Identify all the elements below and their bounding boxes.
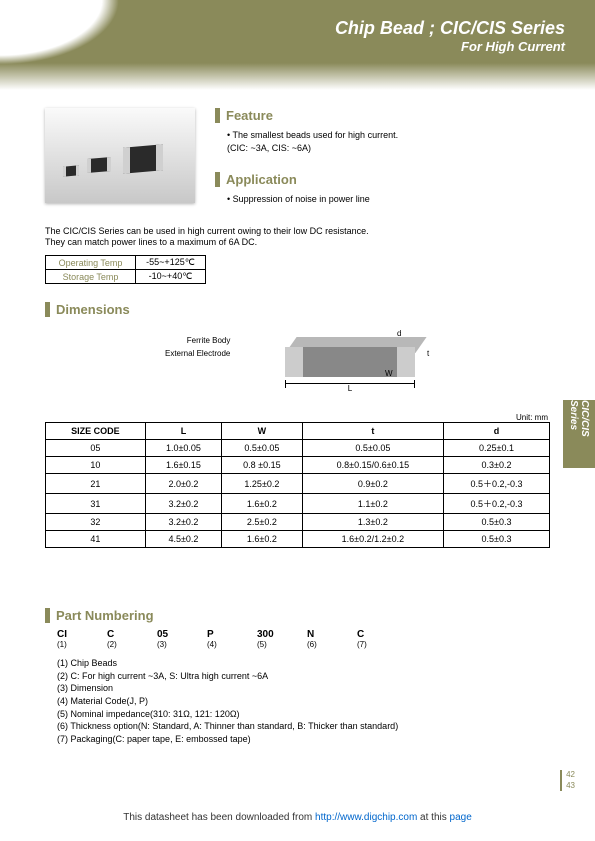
header-subtitle: For High Current [0,39,565,54]
page-content: Feature • The smallest beads used for hi… [0,108,595,745]
unit-label: Unit: mm [45,413,548,422]
footer-link-domain[interactable]: http://www.digchip.com [315,812,417,823]
table-header-row: SIZE CODE L W t d [46,423,550,440]
table-row: 101.6±0.150.8 ±0.150.8±0.15/0.6±0.150.3±… [46,457,550,474]
partnum-legend: (1) Chip Beads (2) C: For high current ~… [45,657,550,745]
dimensions-heading: Dimensions [45,302,550,317]
table-row: 051.0±0.050.5±0.050.5±0.050.25±0.1 [46,440,550,457]
dimensions-table: SIZE CODE L W t d 051.0±0.050.5±0.050.5±… [45,422,550,548]
footer-link-page[interactable]: page [450,812,472,823]
photo-feature-row: Feature • The smallest beads used for hi… [45,108,550,206]
dim-label-W: W [385,369,393,378]
table-row: 212.0±0.21.25±0.20.9±0.20.5＋0.2,-0.3 [46,474,550,494]
header-title: Chip Bead ; CIC/CIS Series [0,18,565,39]
application-heading: Application [215,172,550,187]
chip-diagram: Ferrite Body External Electrode L W d t [45,327,550,407]
feature-heading: Feature [215,108,550,123]
partnum-heading: Part Numbering [45,608,550,623]
product-photo [45,108,195,203]
intro-text: The CIC/CIS Series can be used in high c… [45,226,550,249]
page-header: Chip Bead ; CIC/CIS Series For High Curr… [0,0,595,90]
table-row: 414.5±0.21.6±0.21.6±0.2/1.2±0.20.5±0.3 [46,531,550,548]
table-row: Storage Temp-10~+40℃ [46,270,206,284]
table-row: 313.2±0.21.6±0.21.1±0.20.5＋0.2,-0.3 [46,494,550,514]
page-number: 42 43 [560,770,575,791]
partnum-code-row: CI(1) C(2) 05(3) P(4) 300(5) N(6) C(7) [45,629,550,649]
side-tab: CIC/CIS Series [563,400,595,468]
feature-body: • The smallest beads used for high curre… [215,129,550,154]
dim-label-t: t [427,349,429,358]
footer-text-mid: at this [417,812,449,823]
application-body: • Suppression of noise in power line [215,193,550,206]
temperature-table: Operating Temp-55~+125℃ Storage Temp-10~… [45,255,206,284]
part-numbering-section: Part Numbering CI(1) C(2) 05(3) P(4) 300… [45,608,550,745]
footer: This datasheet has been downloaded from … [0,812,595,823]
footer-text-pre: This datasheet has been downloaded from [123,812,315,823]
intro-line-2: They can match power lines to a maximum … [45,237,550,249]
dimensions-section: Dimensions Ferrite Body External Electro… [45,302,550,548]
dim-label-d: d [397,329,401,338]
dim-label-L: L [285,383,415,393]
intro-line-1: The CIC/CIS Series can be used in high c… [45,226,550,238]
table-row: Operating Temp-55~+125℃ [46,256,206,270]
table-row: 323.2±0.22.5±0.21.3±0.20.5±0.3 [46,514,550,531]
feature-application-block: Feature • The smallest beads used for hi… [215,108,550,206]
label-electrode: External Electrode [165,348,230,361]
label-ferrite: Ferrite Body [165,335,230,348]
